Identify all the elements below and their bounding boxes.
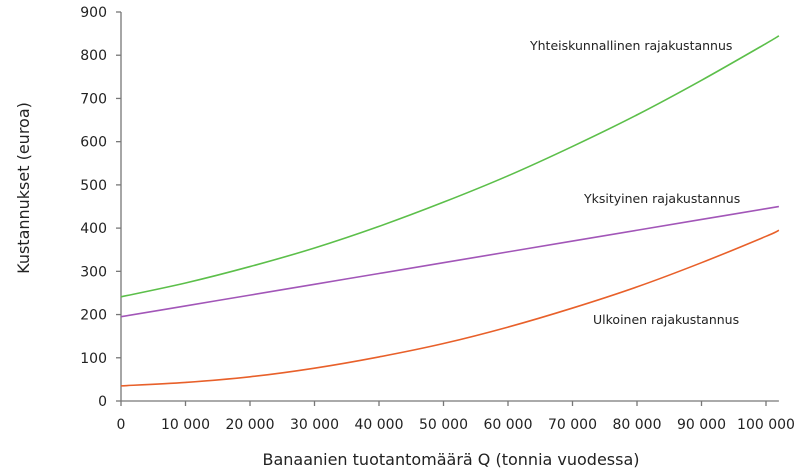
plot-lines (120, 35, 780, 387)
series-line-0 (120, 35, 780, 298)
y-tick-label: 700 (80, 91, 107, 107)
series-line-1 (120, 205, 780, 318)
series-labels: Yhteiskunnallinen rajakustannus Yksityine… (529, 38, 740, 327)
series-label-1: Yksityinen rajakustannus (583, 191, 740, 206)
x-tick-label: 80 000 (613, 417, 662, 433)
x-tick-label: 0 (117, 417, 126, 433)
x-tick-label: 40 000 (355, 417, 404, 433)
y-tick-label: 800 (80, 48, 107, 64)
series-label-0: Yhteiskunnallinen rajakustannus (529, 38, 732, 53)
axes: 0 100 200 300 400 500 600 700 800 900 0 10 000 20 00… (80, 5, 795, 433)
y-tick-label: 500 (80, 178, 107, 194)
x-tick-label: 90 000 (677, 417, 726, 433)
y-tick-label: 300 (80, 264, 107, 280)
series-line-2 (120, 229, 780, 387)
x-tick-label: 50 000 (419, 417, 468, 433)
y-tick-label: 200 (80, 308, 107, 324)
x-tick-label: 10 000 (161, 417, 210, 433)
x-tick-label: 60 000 (484, 417, 533, 433)
y-tick-label: 0 (98, 394, 107, 410)
y-tick-label: 400 (80, 221, 107, 237)
x-tick-label: 100 000 (737, 417, 795, 433)
y-tick-label: 600 (80, 135, 107, 151)
series-label-2: Ulkoinen rajakustannus (593, 312, 739, 327)
y-tick-label: 900 (80, 5, 107, 21)
y-axis-title: Kustannukset (euroa) (14, 102, 33, 274)
x-tick-label: 20 000 (226, 417, 275, 433)
x-tick-label: 70 000 (548, 417, 597, 433)
y-tick-label: 100 (80, 351, 107, 367)
x-axis-title: Banaanien tuotantomäärä Q (tonnia vuodes… (262, 450, 639, 469)
x-tick-label: 30 000 (290, 417, 339, 433)
